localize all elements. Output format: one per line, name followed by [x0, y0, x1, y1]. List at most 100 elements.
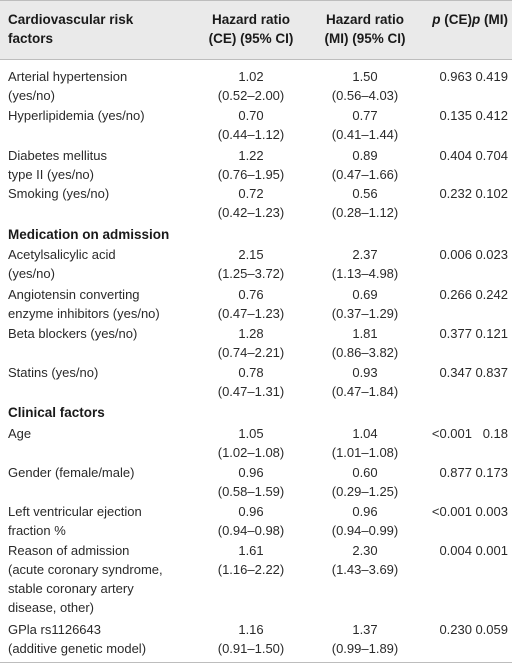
ci-mi-value: (1.13–4.98) — [331, 266, 399, 281]
p-ce-value: 0.232 — [439, 186, 472, 201]
row-label-line: Age — [8, 426, 32, 441]
hr-ce-value: 1.61 — [238, 543, 264, 558]
row-label-line: Reason of admission — [8, 543, 130, 558]
p-ce-value: 0.404 — [439, 148, 472, 163]
ci-ce-value: (0.44–1.12) — [217, 127, 285, 142]
row-label-line: Left ventricular ejection — [8, 504, 142, 519]
ci-ce-value: (1.25–3.72) — [217, 266, 285, 281]
header-p-mi-italic: p — [472, 12, 481, 27]
ci-ce-value: (0.47–1.31) — [217, 384, 285, 399]
ci-mi-value: (0.56–4.03) — [331, 88, 399, 103]
p-mi-value: 0.419 — [475, 69, 508, 84]
section-title-clinical: Clinical factors — [8, 405, 105, 420]
p-ce-value: 0.006 — [439, 247, 472, 262]
hr-mi-value: 0.77 — [352, 108, 378, 123]
p-mi-value: 0.18 — [482, 426, 508, 441]
p-mi-value: 0.001 — [475, 543, 508, 558]
header-col-p-ce: p (CE) — [400, 10, 472, 29]
header-col-p-mi: p (MI) — [462, 10, 508, 29]
header-col-factors: Cardiovascular risk factors — [8, 10, 133, 48]
row-label-line: (acute coronary syndrome, — [8, 562, 163, 577]
p-ce-value: 0.266 — [439, 287, 472, 302]
p-mi-value: 0.121 — [475, 326, 508, 341]
hr-ce-value: 0.76 — [238, 287, 264, 302]
ci-mi-value: (0.29–1.25) — [331, 484, 399, 499]
hr-ce-value: 0.72 — [238, 186, 264, 201]
row-label-line: (additive genetic model) — [8, 641, 147, 656]
p-ce-value: <0.001 — [431, 504, 472, 519]
ci-ce-value: (0.74–2.21) — [217, 345, 285, 360]
ci-mi-value: (0.94–0.99) — [331, 523, 399, 538]
row-label-line: Gender (female/male) — [8, 465, 135, 480]
p-mi-value: 0.704 — [475, 148, 508, 163]
row-label-line: Acetylsalicylic acid — [8, 247, 116, 262]
header-factors-line2: factors — [8, 31, 54, 46]
row-label-line: disease, other) — [8, 600, 94, 615]
ci-ce-value: (0.58–1.59) — [217, 484, 285, 499]
hr-mi-value: 1.50 — [352, 69, 378, 84]
ci-mi-value: (1.43–3.69) — [331, 562, 399, 577]
table-header: Cardiovascular risk factors Hazard ratio… — [0, 0, 512, 60]
p-mi-value: 0.837 — [475, 365, 508, 380]
ci-mi-value: (0.47–1.66) — [331, 167, 399, 182]
hr-ce-value: 1.22 — [238, 148, 264, 163]
section-title-medication: Medication on admission — [8, 227, 170, 242]
ci-ce-value: (0.91–1.50) — [217, 641, 285, 656]
header-p-mi-rest: (MI) — [480, 12, 508, 27]
hr-mi-value: 0.69 — [352, 287, 378, 302]
row-label-line: Diabetes mellitus — [8, 148, 107, 163]
row-label-line: GPla rs1126643 — [8, 622, 101, 637]
hr-mi-value: 1.81 — [352, 326, 378, 341]
row-label-line: (yes/no) — [8, 266, 55, 281]
hr-mi-value: 1.37 — [352, 622, 378, 637]
ci-mi-value: (0.41–1.44) — [331, 127, 399, 142]
row-label-line: fraction % — [8, 523, 66, 538]
p-mi-value: 0.102 — [475, 186, 508, 201]
header-p-ce-italic: p — [432, 12, 441, 27]
p-ce-value: 0.877 — [439, 465, 472, 480]
header-hr-mi-line2: (MI) (95% CI) — [324, 31, 406, 46]
p-ce-value: 0.347 — [439, 365, 472, 380]
hr-ce-value: 1.05 — [238, 426, 264, 441]
header-p-ce-rest: (CE) — [440, 12, 472, 27]
row-label-line: Statins (yes/no) — [8, 365, 99, 380]
ci-mi-value: (0.86–3.82) — [331, 345, 399, 360]
ci-ce-value: (0.42–1.23) — [217, 205, 285, 220]
hr-ce-value: 0.96 — [238, 504, 264, 519]
p-ce-value: <0.001 — [431, 426, 472, 441]
row-label-line: enzyme inhibitors (yes/no) — [8, 306, 160, 321]
ci-ce-value: (0.52–2.00) — [217, 88, 285, 103]
hr-ce-value: 0.96 — [238, 465, 264, 480]
row-label-line: stable coronary artery — [8, 581, 134, 596]
p-ce-value: 0.377 — [439, 326, 472, 341]
p-ce-value: 0.004 — [439, 543, 472, 558]
p-mi-value: 0.023 — [475, 247, 508, 262]
row-label-line: type II (yes/no) — [8, 167, 94, 182]
ci-ce-value: (0.76–1.95) — [217, 167, 285, 182]
hr-mi-value: 0.96 — [352, 504, 378, 519]
hr-mi-value: 0.60 — [352, 465, 378, 480]
row-label-line: Beta blockers (yes/no) — [8, 326, 138, 341]
ci-mi-value: (0.47–1.84) — [331, 384, 399, 399]
hr-mi-value: 0.89 — [352, 148, 378, 163]
p-mi-value: 0.003 — [475, 504, 508, 519]
p-mi-value: 0.059 — [475, 622, 508, 637]
ci-ce-value: (0.47–1.23) — [217, 306, 285, 321]
ci-mi-value: (0.37–1.29) — [331, 306, 399, 321]
row-label-line: Hyperlipidemia (yes/no) — [8, 108, 145, 123]
ci-ce-value: (1.02–1.08) — [217, 445, 285, 460]
row-label-line: (yes/no) — [8, 88, 55, 103]
p-ce-value: 0.963 — [439, 69, 472, 84]
header-col-hr-mi: Hazard ratio (MI) (95% CI) — [309, 10, 421, 48]
hr-ce-value: 0.78 — [238, 365, 264, 380]
hr-ce-value: 1.28 — [238, 326, 264, 341]
header-factors-line1: Cardiovascular risk — [8, 12, 134, 27]
header-hr-ce-line2: (CE) (95% CI) — [208, 31, 294, 46]
p-mi-value: 0.173 — [475, 465, 508, 480]
ci-mi-value: (0.99–1.89) — [331, 641, 399, 656]
header-hr-ce-line1: Hazard ratio — [211, 12, 291, 27]
hr-ce-value: 1.16 — [238, 622, 264, 637]
ci-mi-value: (0.28–1.12) — [331, 205, 399, 220]
p-ce-value: 0.135 — [439, 108, 472, 123]
